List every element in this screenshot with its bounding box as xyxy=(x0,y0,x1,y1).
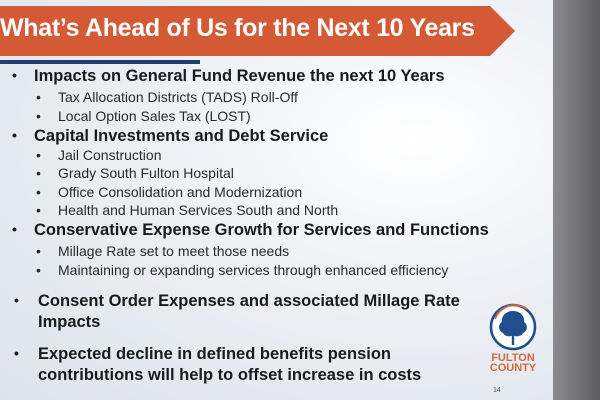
logo-text-line2: COUNTY xyxy=(489,362,537,374)
sub-bullet-text: Local Option Sales Tax (LOST) xyxy=(58,108,251,124)
logo-text-line1: FULTON xyxy=(491,352,535,364)
bullet-3: • Conservative Expense Growth for Service… xyxy=(12,221,489,239)
page-number: 14 xyxy=(493,387,501,394)
bullet-text: Consent Order Expenses and associated Mi… xyxy=(38,292,460,310)
tree-emblem-icon xyxy=(489,303,537,351)
sub-bullet: • Jail Construction xyxy=(36,147,162,163)
sub-bullet-text: Maintaining or expanding services throug… xyxy=(58,262,449,278)
sub-bullet-text: Tax Allocation Districts (TADS) Roll-Off xyxy=(58,89,298,105)
presentation-slide: What’s Ahead of Us for the Next 10 Years… xyxy=(0,0,553,400)
bullet-text: Capital Investments and Debt Service xyxy=(34,127,329,145)
sub-bullet-text: Office Consolidation and Modernization xyxy=(58,184,303,200)
sub-bullet: • Health and Human Services South and Nor… xyxy=(36,202,339,218)
sub-bullet: • Office Consolidation and Modernization xyxy=(36,184,303,200)
screen-bezel xyxy=(553,0,600,400)
bullet-text: Expected decline in defined benefits pen… xyxy=(38,345,391,363)
fulton-county-logo: FULTON COUNTY xyxy=(487,303,539,375)
title-underline xyxy=(0,60,200,64)
sub-bullet: • Maintaining or expanding services throu… xyxy=(36,262,449,278)
bullet-2: • Capital Investments and Debt Service xyxy=(12,127,329,145)
sub-bullet: • Tax Allocation Districts (TADS) Roll-Of… xyxy=(36,89,298,105)
title-banner xyxy=(0,6,515,56)
slide-title: What’s Ahead of Us for the Next 10 Years xyxy=(0,14,475,42)
sub-bullet-text: Health and Human Services South and Nort… xyxy=(58,202,339,218)
bullet-5: • Expected decline in defined benefits pe… xyxy=(14,345,391,363)
sub-bullet: • Grady South Fulton Hospital xyxy=(36,165,234,181)
bullet-1: • Impacts on General Fund Revenue the nex… xyxy=(12,67,445,85)
bullet-text: Conservative Expense Growth for Services… xyxy=(34,221,489,239)
sub-bullet-text: Millage Rate set to meet those needs xyxy=(58,243,290,259)
sub-bullet: • Millage Rate set to meet those needs xyxy=(36,243,290,259)
bullet-5-continued: contributions will help to offset increa… xyxy=(38,366,422,384)
bullet-4-continued: Impacts xyxy=(38,313,101,331)
bullet-4: • Consent Order Expenses and associated M… xyxy=(14,292,460,310)
sub-bullet-text: Jail Construction xyxy=(58,147,162,163)
sub-bullet-text: Grady South Fulton Hospital xyxy=(58,165,234,181)
bullet-text: Impacts on General Fund Revenue the next… xyxy=(34,67,445,85)
sub-bullet: • Local Option Sales Tax (LOST) xyxy=(36,108,251,124)
